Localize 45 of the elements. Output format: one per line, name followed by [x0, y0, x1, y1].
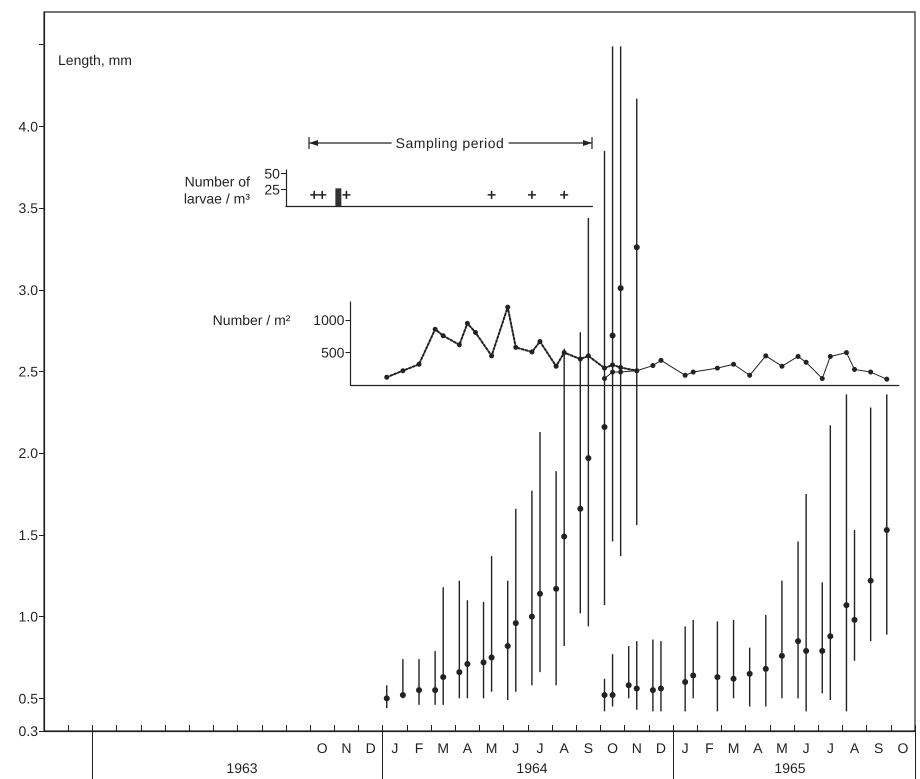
x-tick-label: J — [536, 740, 544, 756]
y-axis-title: Length, mm — [58, 52, 132, 68]
x-tick-label: M — [437, 740, 450, 756]
x-tick-label: D — [656, 740, 666, 756]
x-tick-label: O — [607, 740, 618, 756]
x-tick-label: S — [874, 740, 884, 756]
x-tick-label: O — [316, 740, 328, 756]
text: 1965 — [774, 760, 806, 776]
y-axis-title: Number of larvae / m³ — [184, 174, 250, 206]
y-tick-label: 1000 — [313, 312, 345, 328]
x-tick-label: J — [826, 740, 834, 756]
y-tick-label: 50 — [264, 165, 280, 182]
x-tick-label: J — [802, 740, 810, 756]
text: 1963 — [226, 760, 258, 776]
y-tick-label: 1.0 — [18, 608, 38, 625]
y-tick-label: 2.5 — [18, 364, 38, 380]
y-tick-label: 3.0 — [18, 282, 38, 298]
x-tick-label: A — [560, 740, 570, 756]
y-tick-label: 0.5 — [18, 690, 38, 706]
x-tick-label: N — [632, 740, 642, 756]
x-tick-label: D — [366, 740, 376, 756]
x-tick-label: N — [341, 740, 352, 756]
text: 1964 — [516, 760, 548, 776]
y-axis-title: Number / m² — [212, 312, 291, 328]
y-tick-label: 1.5 — [18, 526, 38, 543]
x-tick-label: J — [512, 740, 520, 756]
x-tick-label: J — [391, 740, 398, 756]
y-tick-label: 4.0 — [18, 118, 38, 134]
y-tick-label: 500 — [321, 344, 345, 361]
annotation: Sampling period — [392, 135, 508, 151]
y-tick-label: 25 — [264, 182, 280, 198]
x-tick-label: A — [753, 740, 764, 756]
x-tick-label: J — [682, 740, 689, 756]
x-tick-label: F — [414, 740, 424, 756]
y-tick-label: 2.0 — [18, 445, 38, 462]
y-tick-label: 0.3 — [18, 723, 38, 739]
x-tick-label: F — [705, 740, 714, 756]
x-tick-label: S — [584, 740, 594, 756]
x-tick-label: M — [776, 740, 788, 756]
x-tick-label: M — [486, 740, 498, 756]
x-tick-label: O — [897, 740, 908, 756]
x-tick-label: M — [728, 740, 740, 756]
x-tick-label: A — [850, 740, 860, 756]
y-tick-label: 3.5 — [18, 200, 38, 216]
x-tick-label: A — [462, 740, 473, 756]
